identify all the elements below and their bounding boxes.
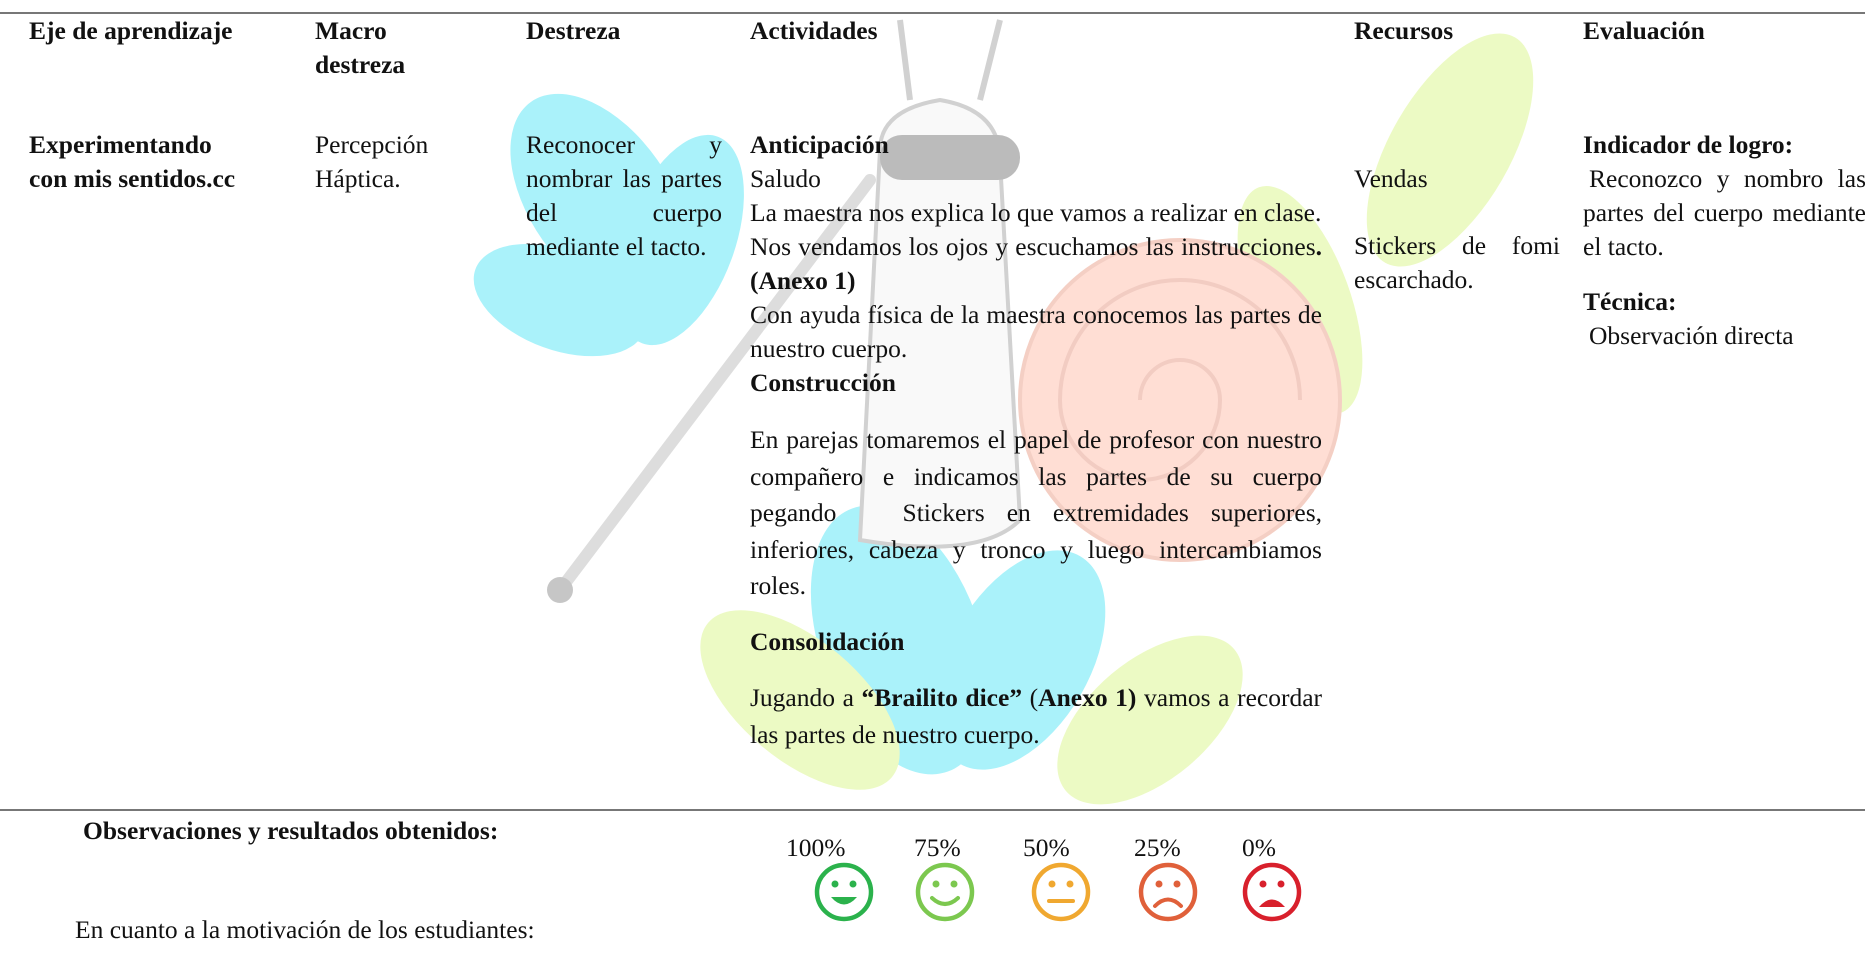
activity-paragraph: Construcción <box>750 366 1322 400</box>
evaluation-label: Indicador de logro: <box>1583 130 1794 159</box>
macro-cell: Percepción Háptica. <box>315 130 429 193</box>
eje-cell: Experimentando con mis sentidos.cc <box>29 128 309 196</box>
header-cell: Evaluación <box>1583 16 1705 45</box>
row-rule <box>0 809 1865 811</box>
scale-label: 25% <box>1134 833 1181 862</box>
activity-text: Anticipación <box>750 130 889 159</box>
header-cell: Eje de aprendizaje <box>29 16 233 45</box>
face-icon <box>814 862 874 922</box>
header-cell: Recursos <box>1354 16 1454 45</box>
activity-paragraph: Consolidación <box>750 625 1322 659</box>
destreza-cell: Reconocer y nombrar las partes del cuerp… <box>526 130 722 261</box>
activity-text: Construcción <box>750 368 896 397</box>
activity-text: ( <box>1022 682 1039 712</box>
activity-text: Nos vendamos los ojos y escuchamos las i… <box>750 232 1316 261</box>
face-icon <box>915 862 975 922</box>
activity-text: Consolidación <box>750 626 905 656</box>
header-cell: Destreza <box>526 16 621 45</box>
activity-paragraph: Con ayuda física de la maestra conocemos… <box>750 298 1322 366</box>
activities-cell: Anticipación Saludo La maestra nos explica… <box>750 128 1322 753</box>
scale-label: 100% <box>786 833 846 862</box>
header-cell: Actividades <box>750 16 878 45</box>
evaluation-label: Técnica: <box>1583 287 1677 316</box>
scale-label: 0% <box>1242 833 1276 862</box>
resource-item: Vendas <box>1354 164 1428 193</box>
face-icon <box>1138 862 1198 922</box>
activity-paragraph: Nos vendamos los ojos y escuchamos las i… <box>750 230 1322 298</box>
activity-text: Con ayuda física de la maestra conocemos… <box>750 300 1329 363</box>
scale-label: 75% <box>914 833 961 862</box>
activity-text: “Brailito dice” <box>861 682 1023 712</box>
evaluation-text: Reconozco y nombro las partes del cuerpo… <box>1583 164 1865 261</box>
face-icon <box>1242 862 1302 922</box>
activity-text: . (Anexo 1) <box>750 232 1329 295</box>
activity-text: En parejas tomaremos el papel de profeso… <box>750 425 1329 600</box>
activity-text: La maestra nos explica lo que vamos a re… <box>750 198 1322 227</box>
activity-paragraph: La maestra nos explica lo que vamos a re… <box>750 196 1322 230</box>
activity-paragraph: Jugando a “Brailito dice” (Anexo 1) vamo… <box>750 679 1322 753</box>
footer-question: En cuanto a la motivación de los estudia… <box>75 915 535 944</box>
activity-text: Jugando a <box>750 682 862 712</box>
activity-paragraph: Anticipación <box>750 128 1322 162</box>
scale-label: 50% <box>1023 833 1070 862</box>
activity-text: Saludo <box>750 164 821 193</box>
resource-item: Stickers de fomi escarchado. <box>1354 231 1560 294</box>
activity-paragraph: En parejas tomaremos el papel de profeso… <box>750 422 1322 605</box>
face-icon <box>1031 862 1091 922</box>
evaluation-text: Observación directa <box>1589 321 1794 350</box>
evaluation-cell: Indicador de logro: Reconozco y nombro la… <box>1583 128 1865 353</box>
top-rule <box>0 12 1865 14</box>
footer-title: Observaciones y resultados obtenidos: <box>83 816 499 845</box>
activity-text: Anexo 1) <box>1038 682 1137 712</box>
eje-line: Experimentando <box>29 130 212 159</box>
activity-paragraph: Saludo <box>750 162 1322 196</box>
activity-text: vamos a recordar las partes de nuestro c… <box>750 682 1329 749</box>
header-cell: Macro destreza <box>315 16 406 79</box>
eje-line: con mis sentidos.cc <box>29 164 236 193</box>
